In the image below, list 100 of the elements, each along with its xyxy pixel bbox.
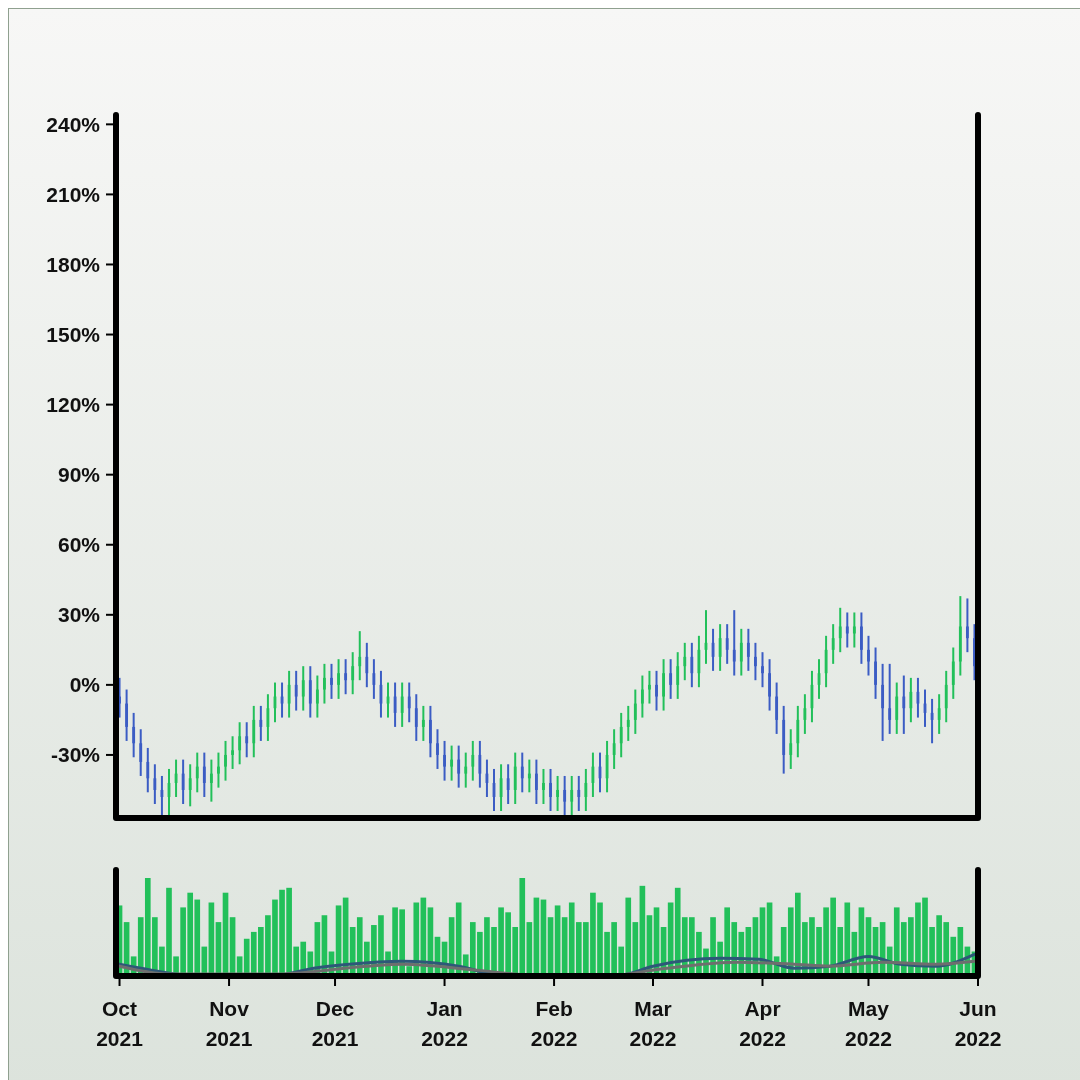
candlestick — [301, 665, 305, 712]
candlestick — [527, 758, 531, 794]
candlestick — [831, 623, 835, 665]
candlestick — [860, 611, 863, 665]
candlestick — [188, 763, 192, 808]
y-tick-label: 150% — [46, 322, 101, 346]
candlestick — [725, 623, 729, 665]
y-tick-label: 180% — [46, 252, 101, 276]
candlestick — [761, 651, 764, 689]
candlestick — [407, 681, 411, 724]
candlestick — [690, 641, 694, 689]
candlestick — [612, 728, 616, 770]
y-tick-label: 0% — [69, 673, 101, 697]
candlestick — [217, 751, 220, 789]
x-tick-label: Nov 2021 — [205, 997, 253, 1050]
candlestick — [393, 681, 397, 728]
candlestick — [146, 746, 150, 794]
candlestick — [944, 669, 948, 724]
candlestick — [669, 658, 673, 700]
y-tick-label: 90% — [57, 463, 101, 487]
candlestick — [909, 676, 913, 724]
candlestick — [845, 611, 849, 649]
candlestick — [266, 693, 270, 742]
candlestick — [570, 774, 574, 817]
candlestick — [874, 646, 877, 700]
candlestick — [852, 611, 856, 649]
candlestick — [965, 597, 969, 654]
candlestick — [683, 641, 687, 682]
candlestick — [626, 704, 630, 742]
y-tick-label: 240% — [46, 112, 101, 136]
candlestick — [365, 641, 369, 689]
candlestick — [421, 704, 425, 742]
candlestick — [775, 681, 779, 735]
candlestick — [542, 767, 545, 805]
candlestick — [471, 739, 475, 782]
candlestick — [746, 627, 750, 672]
candlestick — [358, 630, 362, 682]
candlestick — [202, 751, 206, 798]
candlestick — [739, 627, 743, 677]
candlestick — [351, 651, 355, 696]
candlestick — [648, 669, 651, 705]
x-tick-label: May 2022 — [845, 997, 892, 1050]
candlestick — [372, 658, 376, 700]
candlestick — [506, 763, 510, 805]
y-tick-label: 210% — [46, 182, 101, 206]
candlestick — [436, 728, 439, 770]
candlestick — [937, 693, 941, 735]
candlestick — [400, 681, 404, 728]
y-tick-label: -30% — [50, 743, 101, 767]
candlestick — [549, 767, 552, 812]
candlestick — [895, 681, 899, 735]
candlestick — [429, 704, 432, 759]
candlestick — [457, 744, 461, 789]
candlestick — [838, 606, 842, 654]
candlestick — [181, 758, 185, 805]
x-tick-label: Oct 2021 — [96, 997, 144, 1050]
candlestick — [796, 704, 800, 759]
candlestick — [768, 658, 771, 712]
candlestick — [464, 751, 468, 789]
candlestick — [209, 758, 213, 803]
candlestick — [231, 735, 234, 770]
candlestick — [259, 704, 263, 742]
candlestick — [789, 728, 793, 770]
candlestick — [951, 646, 955, 700]
candlestick — [450, 744, 454, 782]
candlestick — [803, 693, 807, 735]
candlestick — [195, 751, 199, 794]
candlestick — [513, 751, 517, 805]
candlestick — [534, 758, 538, 805]
candlestick — [732, 609, 736, 677]
candlestick — [697, 634, 701, 689]
candlestick — [754, 641, 757, 682]
candlestick — [245, 721, 249, 759]
candlestick — [718, 623, 722, 672]
candlestick — [824, 634, 828, 689]
candlestick — [330, 662, 333, 700]
candlestick — [640, 674, 644, 719]
candlestick — [224, 739, 227, 782]
candlestick — [294, 669, 298, 712]
candlestick — [633, 688, 637, 735]
y-tick-label: 60% — [57, 533, 101, 557]
candlestick — [308, 665, 312, 719]
candlestick — [323, 662, 326, 705]
x-tick-label: Dec 2021 — [311, 997, 359, 1050]
candlestick — [139, 728, 143, 777]
candlestick — [153, 763, 157, 805]
candlestick — [238, 721, 242, 766]
candlestick — [888, 662, 892, 735]
y-tick-label: 120% — [46, 392, 101, 416]
y-tick-label: 30% — [57, 603, 101, 627]
candlestick — [315, 674, 319, 719]
candlestick — [619, 711, 623, 759]
candlestick — [556, 774, 560, 812]
candlestick — [662, 658, 665, 712]
candlestick — [344, 658, 348, 696]
candlestick — [414, 693, 418, 742]
candlestick — [676, 651, 680, 700]
x-tick-label: Apr 2022 — [739, 997, 786, 1050]
candlestick — [125, 688, 129, 742]
x-tick-label: Feb 2022 — [530, 997, 578, 1050]
